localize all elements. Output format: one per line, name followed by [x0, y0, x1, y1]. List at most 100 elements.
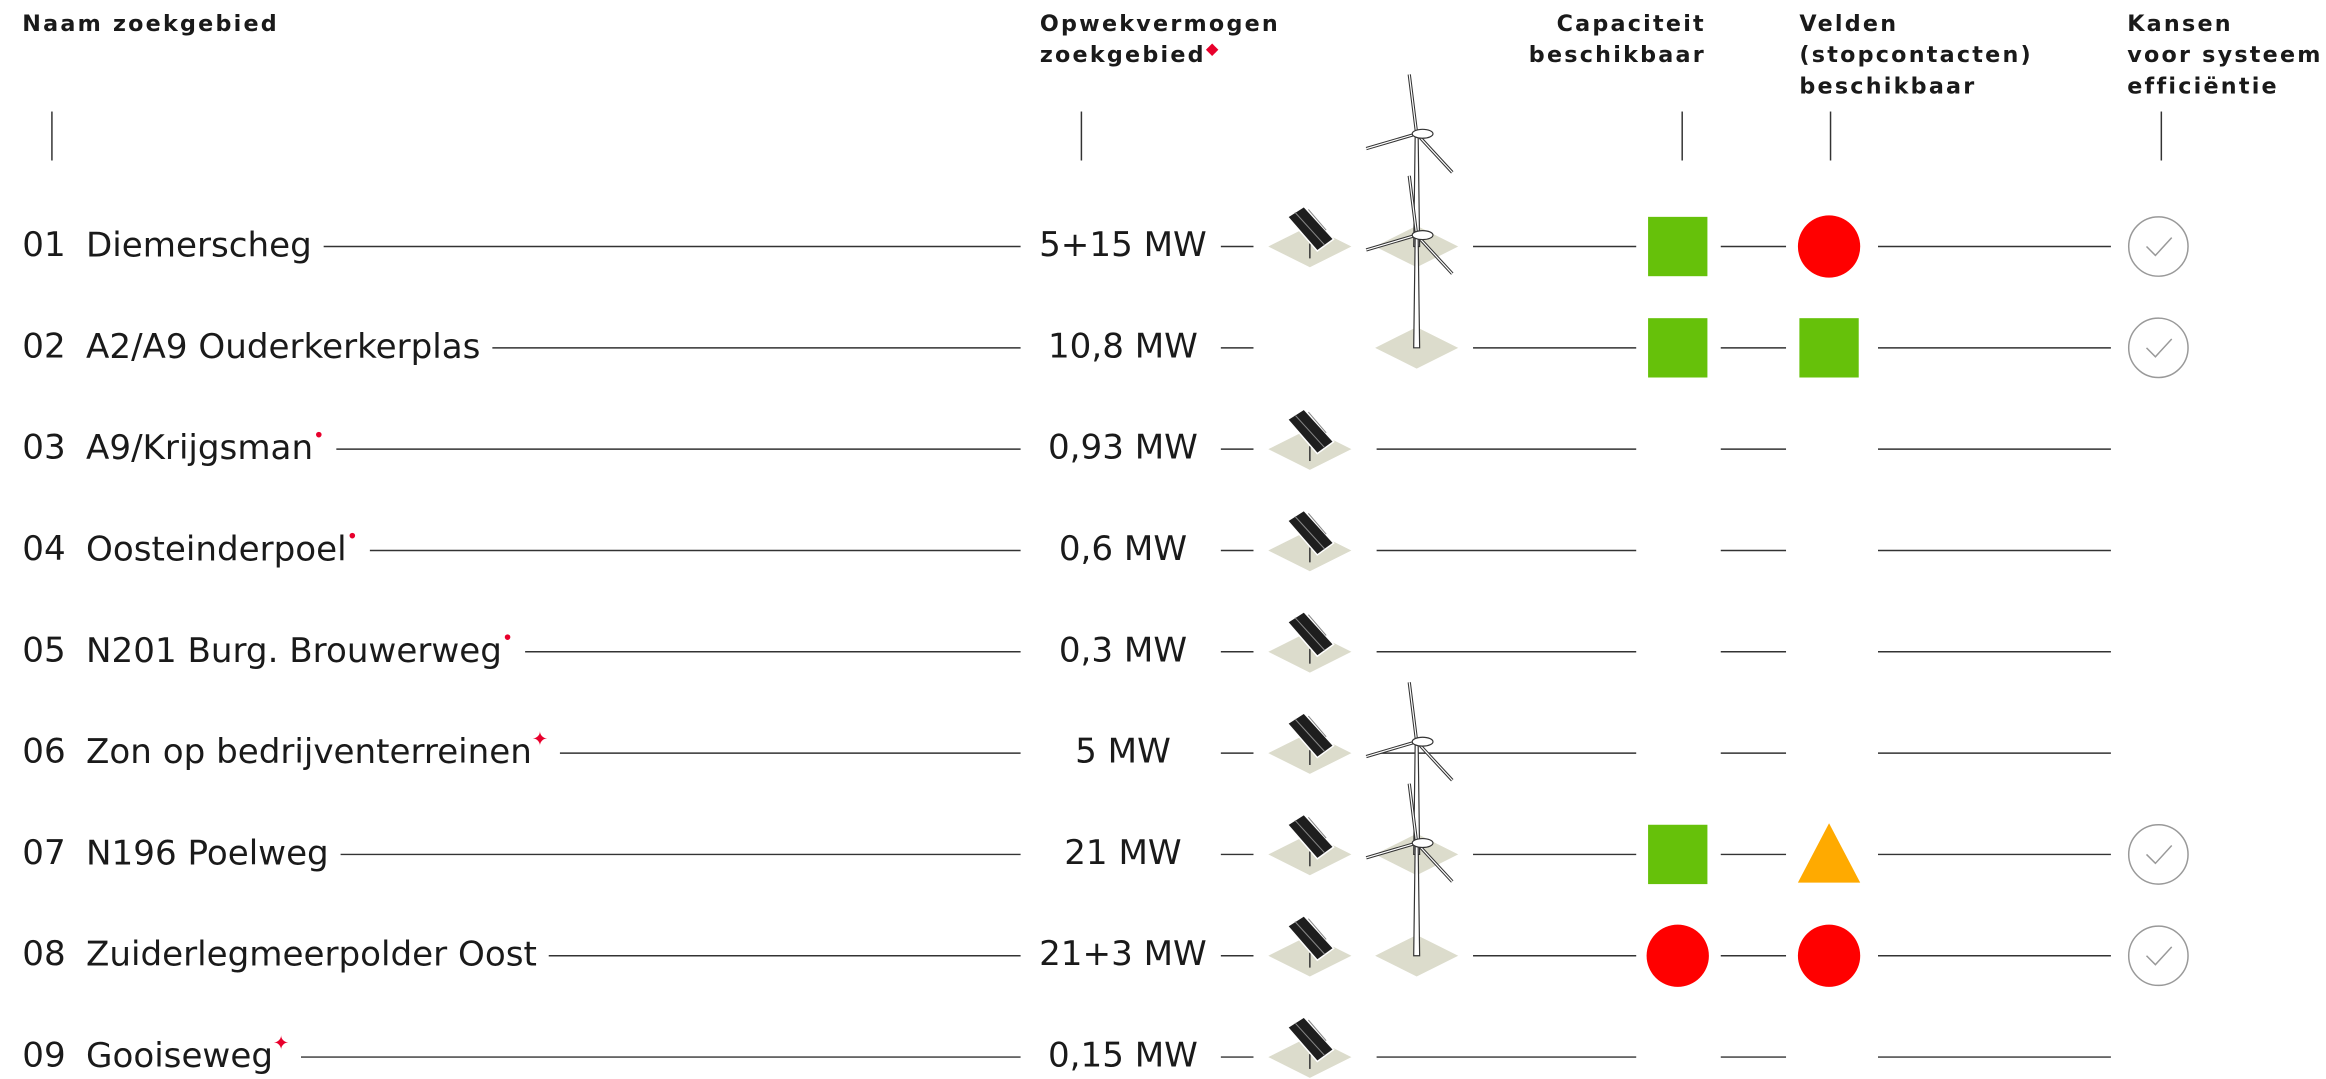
row-power: 0,15 MW — [1048, 1036, 1198, 1076]
header-label: (stopcontacten) — [1799, 42, 2033, 68]
header-line: zoekgebied — [1040, 42, 1206, 68]
efficiency-tick — [2145, 338, 2173, 358]
row-name: A2/A9 Ouderkerkerplas — [86, 326, 480, 366]
row-power: 5 MW — [1075, 732, 1171, 772]
header-label: Kansen — [2127, 11, 2233, 37]
fields-status — [1797, 215, 1861, 278]
row-name: Zuiderlegmeerpolder Oost — [86, 934, 537, 974]
header-label: voor systeem — [2127, 42, 2323, 68]
capacity-status — [1648, 216, 1708, 277]
row-power: 0,6 MW — [1059, 529, 1187, 569]
row-marker: • — [347, 525, 358, 548]
solar-grid — [1294, 411, 1327, 449]
efficiency-tick — [2145, 845, 2173, 865]
header-line: Capaciteit — [1557, 11, 1706, 37]
fields-status — [1799, 318, 1859, 378]
header-line: beschikbaar — [1529, 42, 1706, 68]
efficiency-tick — [2145, 237, 2173, 257]
solar-grid — [1294, 513, 1327, 550]
row-number: 09 — [22, 1036, 65, 1076]
row-marker: • — [313, 423, 324, 446]
row-number: 03 — [22, 428, 65, 468]
efficiency-check — [2127, 216, 2189, 277]
efficiency-check — [2127, 317, 2189, 379]
row-name: N196 Poelweg — [86, 833, 329, 873]
solar-grid — [1294, 209, 1327, 246]
solar-grid — [1294, 1019, 1327, 1056]
row-name-text: Zon op bedrijventerreinen — [86, 732, 532, 772]
capacity-status — [1648, 824, 1708, 885]
wind-pole — [1413, 843, 1421, 957]
row-name-text: N196 Poelweg — [86, 833, 329, 873]
row-number: 08 — [22, 934, 65, 974]
efficiency-check — [2127, 925, 2189, 987]
efficiency-check — [2127, 824, 2189, 885]
wind-blades-fill — [1366, 783, 1453, 882]
row-power: 21 MW — [1064, 833, 1181, 873]
capacity-status — [1646, 924, 1709, 987]
row-name: Oosteinderpoel• — [86, 525, 358, 569]
header-line: Naam zoekgebied — [22, 11, 279, 37]
header-label: Capaciteit — [1557, 11, 1706, 37]
header-label: Velden — [1799, 11, 1898, 37]
solar-grid — [1294, 614, 1327, 651]
header-line: Opwekvermogen — [1040, 11, 1280, 37]
efficiency-tick — [2145, 946, 2173, 966]
row-number: 06 — [22, 732, 65, 772]
row-name: Diemerscheg — [86, 225, 312, 265]
row-number: 04 — [22, 529, 65, 569]
row-name: Zon op bedrijventerreinen✦ — [86, 727, 548, 771]
row-name: A9/Krijgsman• — [86, 423, 324, 467]
row-name: Gooiseweg✦ — [86, 1031, 289, 1075]
header-label: beschikbaar — [1799, 73, 1976, 99]
header-label: Opwekvermogen — [1040, 11, 1280, 37]
row-name-text: A9/Krijgsman — [86, 428, 313, 468]
row-name-text: Zuiderlegmeerpolder Oost — [86, 934, 537, 974]
fields-status — [1797, 924, 1861, 987]
header-line: beschikbaar — [1799, 73, 1976, 99]
row-number: 02 — [22, 326, 65, 366]
fields-status — [1797, 823, 1861, 883]
row-name-text: A2/A9 Ouderkerkerplas — [86, 326, 480, 366]
row-name-text: Gooiseweg — [86, 1036, 273, 1076]
row-power: 21+3 MW — [1039, 934, 1207, 974]
wind-hub — [1411, 230, 1434, 241]
header-line: efficiëntie — [2127, 73, 2279, 99]
solar-grid — [1294, 918, 1327, 955]
row-power: 0,3 MW — [1059, 630, 1187, 670]
row-name-text: Diemerscheg — [86, 225, 312, 265]
row-power: 5+15 MW — [1039, 225, 1207, 265]
header-label: efficiëntie — [2127, 73, 2279, 99]
row-number: 05 — [22, 630, 65, 670]
header-label: beschikbaar — [1529, 42, 1706, 68]
row-marker: ✦ — [532, 727, 548, 750]
row-power: 0,93 MW — [1048, 428, 1198, 468]
row-power: 10,8 MW — [1048, 326, 1198, 366]
header-marker: ◆ — [1206, 39, 1221, 58]
row-number: 07 — [22, 833, 65, 873]
wind-pole — [1413, 235, 1421, 349]
capacity-status — [1648, 318, 1708, 378]
wind-blades-fill — [1366, 682, 1453, 781]
wind-hub — [1411, 736, 1434, 747]
header-line: Velden — [1799, 11, 1898, 37]
wind-blades-fill — [1366, 175, 1453, 275]
row-number: 01 — [22, 225, 65, 265]
wind-blades-fill — [1366, 74, 1453, 173]
row-name: N201 Burg. Brouwerweg• — [86, 626, 513, 670]
row-name-text: Oosteinderpoel — [86, 529, 347, 569]
wind-hub — [1411, 128, 1434, 139]
header-label: Naam zoekgebied — [22, 11, 279, 37]
row-marker: • — [502, 626, 513, 649]
wind-hub — [1411, 837, 1434, 849]
row-marker: ✦ — [273, 1031, 289, 1054]
header-line: voor systeem — [2127, 42, 2323, 68]
header-line: Kansen — [2127, 11, 2233, 37]
solar-grid — [1294, 715, 1327, 752]
header-label: zoekgebied◆ — [1040, 39, 1221, 68]
header-line: (stopcontacten) — [1799, 42, 2033, 68]
solar-grid — [1294, 817, 1327, 854]
row-name-text: N201 Burg. Brouwerweg — [86, 630, 502, 670]
